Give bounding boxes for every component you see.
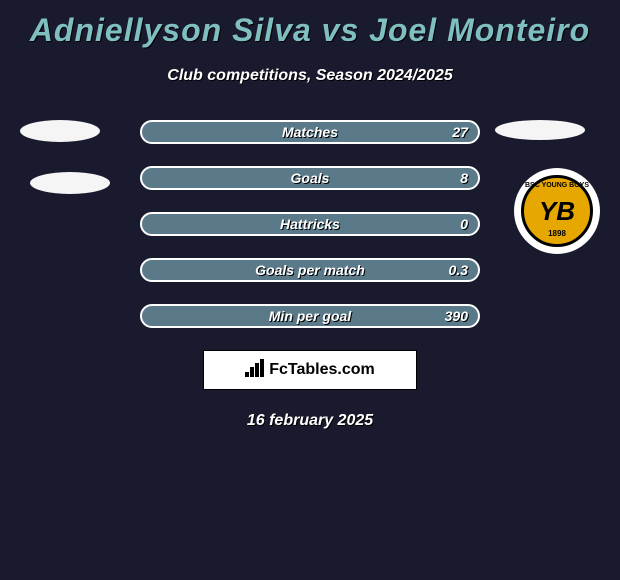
stat-pill-min-per-goal: Min per goal 390 xyxy=(140,304,480,328)
stat-pill-goals: Goals 8 xyxy=(140,166,480,190)
stat-row: Hattricks 0 xyxy=(0,212,620,236)
stat-label: Matches xyxy=(282,124,338,140)
chart-icon xyxy=(245,359,265,382)
stat-value-right: 390 xyxy=(445,308,468,324)
stat-value-right: 27 xyxy=(452,124,468,140)
comparison-title: Adniellyson Silva vs Joel Monteiro xyxy=(0,0,620,49)
stat-value-right: 8 xyxy=(460,170,468,186)
stat-row: Min per goal 390 xyxy=(0,304,620,328)
stats-container: BSC YOUNG BOYS YB 1898 Matches 27 Goals … xyxy=(0,120,620,328)
stat-pill-matches: Matches 27 xyxy=(140,120,480,144)
stat-row: Goals 8 xyxy=(0,166,620,190)
stat-label: Goals per match xyxy=(255,262,365,278)
stat-pill-goals-per-match: Goals per match 0.3 xyxy=(140,258,480,282)
stat-label: Goals xyxy=(291,170,330,186)
stat-pill-hattricks: Hattricks 0 xyxy=(140,212,480,236)
stat-row: Matches 27 xyxy=(0,120,620,144)
stat-label: Hattricks xyxy=(280,216,340,232)
stat-value-right: 0 xyxy=(460,216,468,232)
footer-brand-logo: FcTables.com xyxy=(203,350,417,390)
stat-value-right: 0.3 xyxy=(449,262,468,278)
comparison-subtitle: Club competitions, Season 2024/2025 xyxy=(0,49,620,85)
date-text: 16 february 2025 xyxy=(0,390,620,430)
footer-brand-text: FcTables.com xyxy=(269,361,375,379)
stat-row: Goals per match 0.3 xyxy=(0,258,620,282)
stat-label: Min per goal xyxy=(269,308,351,324)
